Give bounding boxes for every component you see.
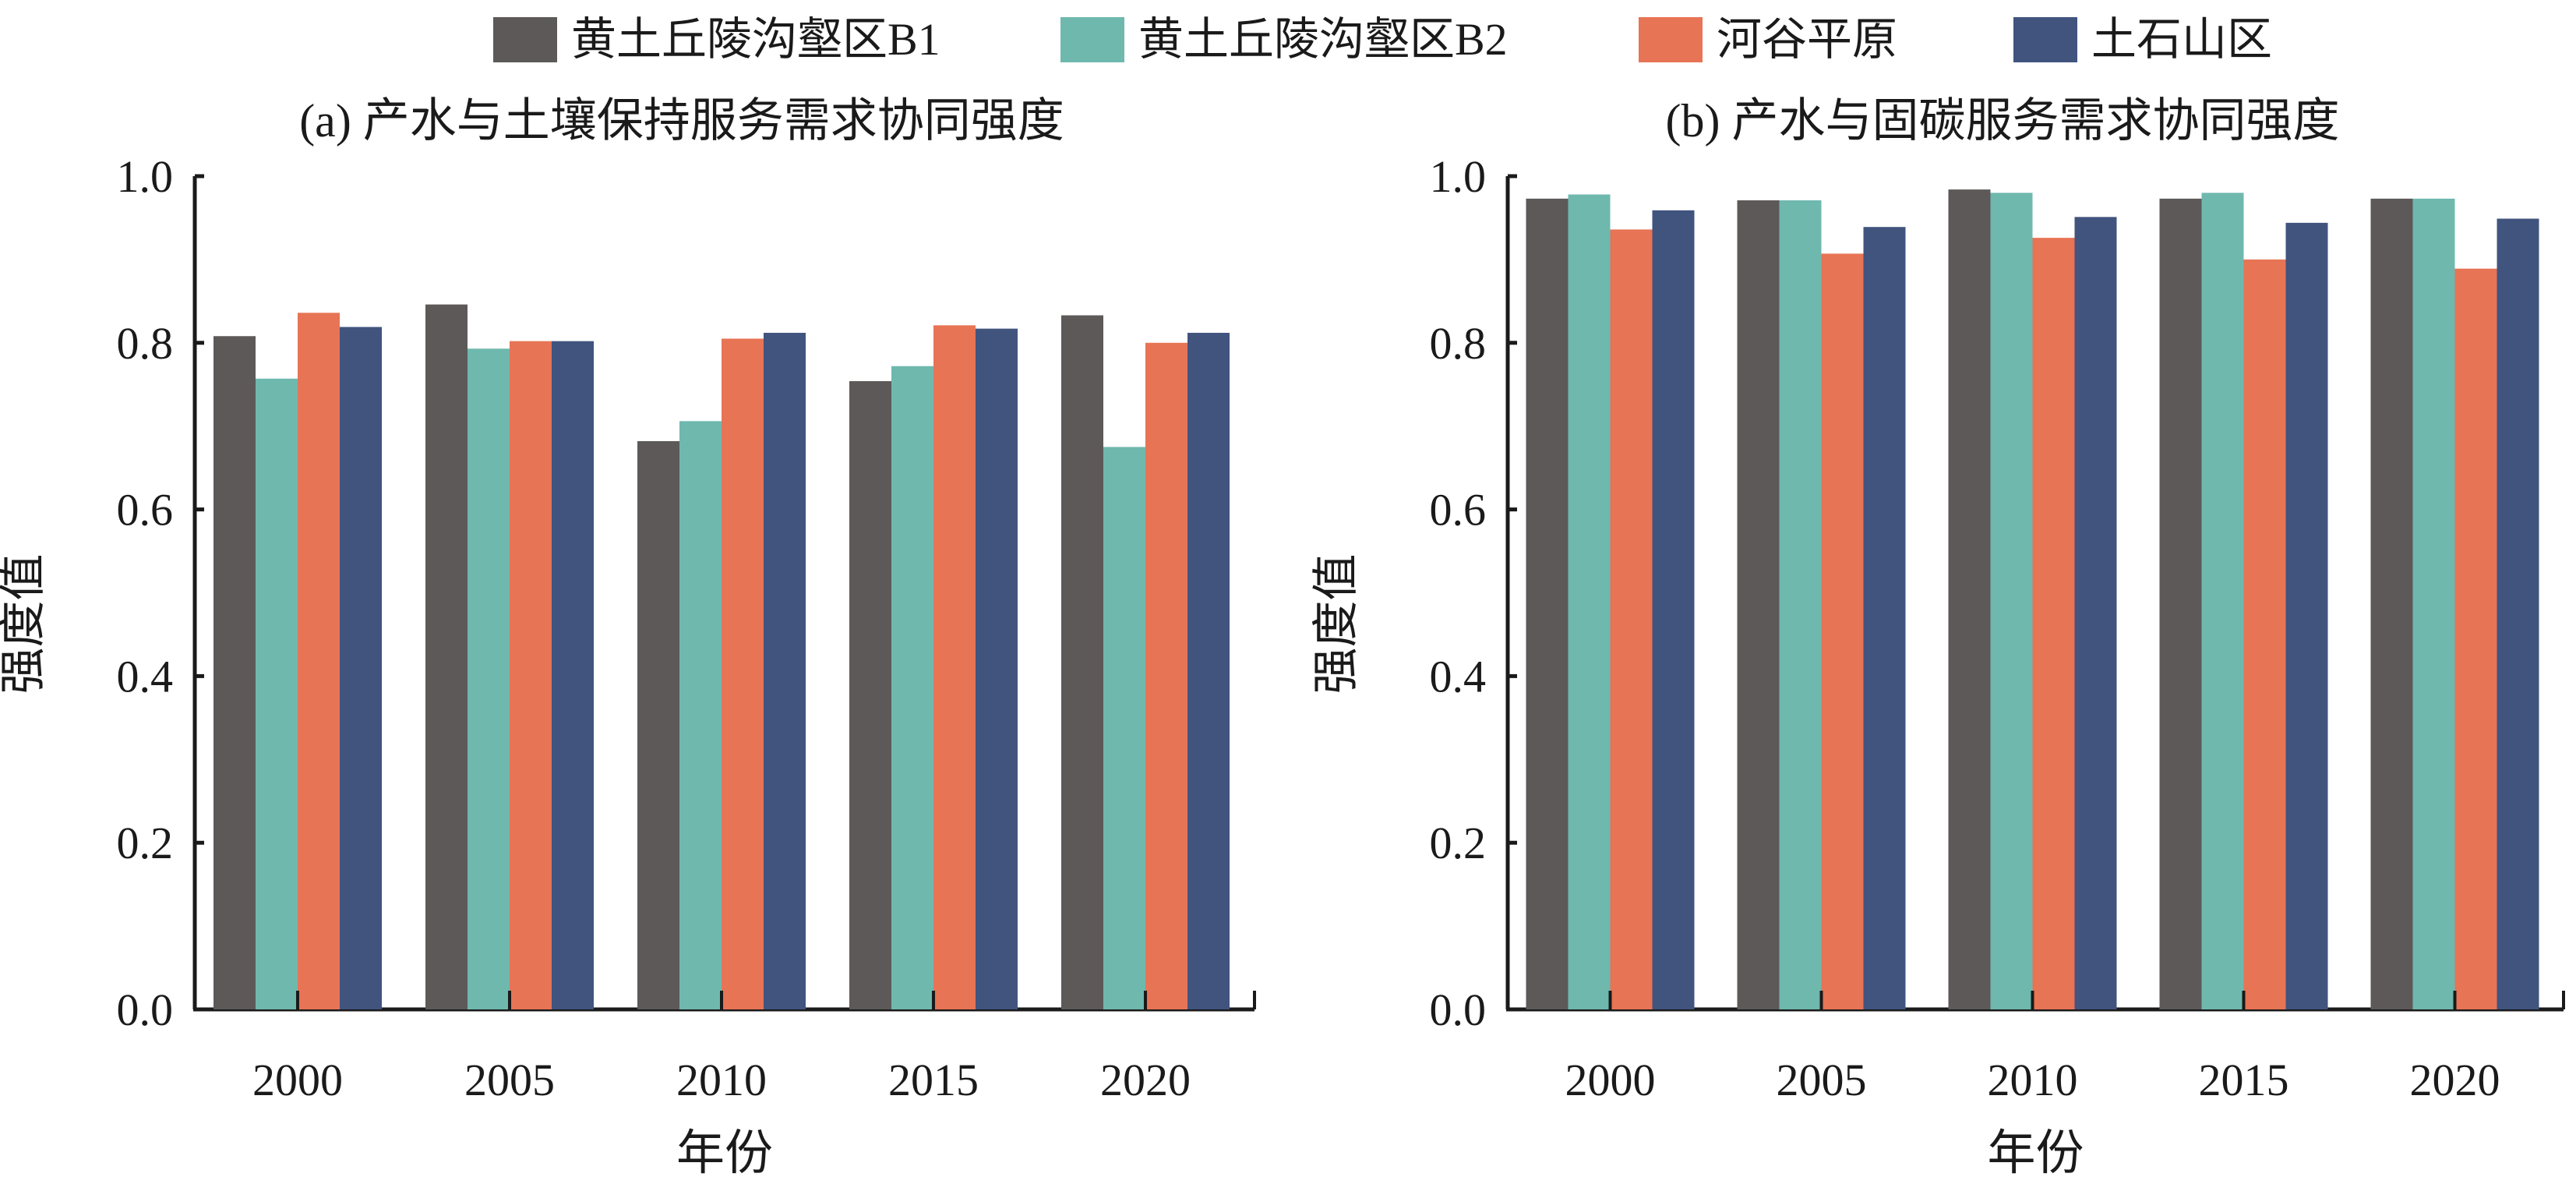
bar xyxy=(891,366,933,1009)
bar xyxy=(510,341,552,1009)
bar xyxy=(679,421,722,1009)
bar xyxy=(2159,198,2202,1009)
y-tick-label: 0.8 xyxy=(117,318,174,369)
y-tick-label: 0.4 xyxy=(1430,651,1487,702)
bar xyxy=(1863,227,1906,1010)
bar xyxy=(2285,222,2328,1009)
bar xyxy=(1526,198,1569,1009)
legend-swatch xyxy=(1639,17,1703,62)
bar xyxy=(552,341,594,1009)
x-tick-label: 2005 xyxy=(1777,1055,1867,1105)
bar xyxy=(1568,194,1611,1009)
y-tick-label: 0.6 xyxy=(117,485,174,535)
y-axis-label: 强度值 xyxy=(0,554,49,694)
bar xyxy=(256,378,298,1010)
x-tick-label: 2015 xyxy=(888,1055,979,1105)
y-tick-label: 0.4 xyxy=(117,651,174,702)
x-axis-label: 年份 xyxy=(676,1127,773,1180)
y-tick-label: 0.2 xyxy=(117,818,174,868)
bar xyxy=(213,336,256,1009)
y-tick-label: 0.0 xyxy=(1430,984,1487,1035)
bar xyxy=(2074,217,2117,1010)
x-tick-label: 2015 xyxy=(2199,1055,2289,1105)
bar xyxy=(1061,315,1103,1009)
bar xyxy=(1821,253,1864,1009)
legend-label: 黄土丘陵沟壑区B1 xyxy=(571,14,940,65)
x-tick-label: 2010 xyxy=(676,1055,767,1105)
bar xyxy=(1948,189,1991,1009)
bar xyxy=(1737,200,1780,1010)
legend-label: 土石山区 xyxy=(2091,14,2272,65)
bar xyxy=(2412,198,2455,1009)
x-tick-label: 2000 xyxy=(252,1055,343,1105)
legend-swatch xyxy=(1060,17,1124,62)
panel-b: (b) 产水与固碳服务需求协同强度 0.0 0.2 0.4 0.6 0.8 1.0 强度值 20… xyxy=(1311,95,2565,1180)
legend-swatch xyxy=(493,17,557,62)
bar xyxy=(1187,332,1230,1009)
bar xyxy=(2454,268,2497,1009)
bar xyxy=(2370,198,2413,1009)
bar xyxy=(764,332,806,1009)
bar xyxy=(340,327,382,1009)
x-tick-label: 2000 xyxy=(1565,1055,1656,1105)
bar xyxy=(933,325,976,1009)
bar xyxy=(1779,200,1822,1010)
bar xyxy=(1652,210,1695,1010)
y-tick-label: 0.8 xyxy=(1430,318,1487,369)
x-axis-label: 年份 xyxy=(1987,1127,2084,1180)
x-tick-label: 2005 xyxy=(464,1055,555,1105)
bar xyxy=(2201,193,2244,1009)
y-tick-label: 0.2 xyxy=(1430,818,1487,868)
bar xyxy=(1103,447,1145,1009)
panel-a: (a) 产水与土壤保持服务需求协同强度 0.0 0.2 0.4 0.6 0.8 1.0 强度值… xyxy=(0,95,1256,1180)
chart-title: (a) 产水与土壤保持服务需求协同强度 xyxy=(299,95,1064,147)
y-tick-label: 0.6 xyxy=(1430,485,1487,535)
bar xyxy=(2497,218,2539,1009)
legend-label: 河谷平原 xyxy=(1717,14,1897,65)
bar xyxy=(2032,238,2075,1010)
chart-title: (b) 产水与固碳服务需求协同强度 xyxy=(1666,95,2340,147)
bar xyxy=(976,328,1018,1009)
bar xyxy=(637,440,679,1009)
bar xyxy=(468,348,510,1010)
bar xyxy=(2243,259,2286,1009)
x-tick-label: 2020 xyxy=(2410,1055,2500,1105)
bar xyxy=(1990,193,2033,1009)
y-tick-label: 0.0 xyxy=(117,984,174,1035)
x-tick-label: 2010 xyxy=(1988,1055,2078,1105)
bar xyxy=(722,338,764,1010)
y-axis-label: 强度值 xyxy=(1311,554,1362,694)
bar xyxy=(849,380,891,1009)
legend: 黄土丘陵沟壑区B1 黄土丘陵沟壑区B2 河谷平原 土石山区 xyxy=(493,14,2272,65)
bar xyxy=(1145,342,1187,1009)
bar xyxy=(425,304,468,1010)
legend-swatch xyxy=(2013,17,2077,62)
bar xyxy=(298,313,340,1009)
x-tick-label: 2020 xyxy=(1100,1055,1191,1105)
y-tick-label: 1.0 xyxy=(117,151,174,202)
legend-label: 黄土丘陵沟壑区B2 xyxy=(1138,14,1508,65)
bar xyxy=(1610,229,1653,1009)
y-tick-label: 1.0 xyxy=(1430,151,1487,202)
